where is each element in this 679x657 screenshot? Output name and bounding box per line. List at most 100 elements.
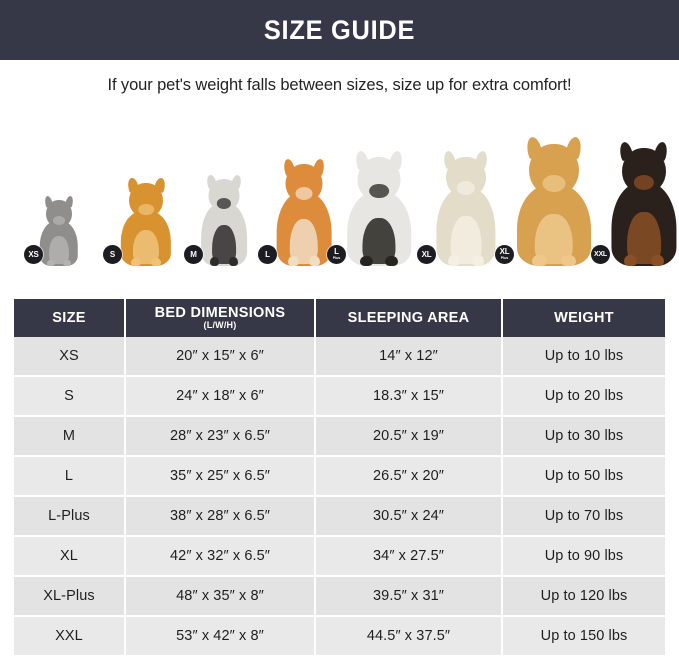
pomeranian-silhouette <box>112 176 180 266</box>
size-cell: M <box>14 416 126 457</box>
column-header-bed-dimensions-sub: (L/W/H) <box>203 320 237 331</box>
sleeping-area-cell: 26.5″ x 20″ <box>315 456 503 497</box>
animal-ear <box>524 135 544 160</box>
table-row: XXL 53″ x 42″ x 8″ 44.5″ x 37.5″ Up to 150 … <box>14 616 665 657</box>
animal-chest <box>49 236 69 264</box>
bed-dimensions-cell: 28″ x 23″ x 6.5″ <box>125 416 316 457</box>
animal-ear <box>653 140 670 162</box>
animal-ear <box>618 140 635 162</box>
table-row: L-Plus 38″ x 28″ x 6.5″ 30.5″ x 24″ Up to 7… <box>14 496 665 537</box>
size-cell: L <box>14 456 126 497</box>
size-badge-label: XL <box>499 247 510 257</box>
animal-paw <box>471 255 484 266</box>
animal-ear <box>205 174 218 189</box>
animal-paw <box>287 256 299 266</box>
size-badge-s: S <box>103 245 122 264</box>
animal-ear <box>230 174 242 189</box>
weight-cell: Up to 90 lbs <box>502 536 665 577</box>
animal-chest <box>132 229 160 264</box>
table-row: XL-Plus 48″ x 35″ x 8″ 39.5″ x 31″ Up to 12… <box>14 576 665 617</box>
golden-retriever-silhouette <box>504 135 604 266</box>
size-badge-label: S <box>109 249 116 259</box>
size-badge-l-plus: L Plus <box>327 245 346 264</box>
column-header-size: SIZE <box>14 299 126 337</box>
pet-border-collie-silhouette: L Plus <box>327 150 422 266</box>
column-header-bed-dimensions: BED DIMENSIONS (L/W/H) <box>125 299 316 337</box>
pet-french-bulldog-silhouette: M <box>184 171 255 266</box>
column-header-weight: WEIGHT <box>502 299 665 337</box>
table-body: XS 20″ x 15″ x 6″ 14″ x 12″ Up to 10 lbs S 24… <box>14 337 665 657</box>
page-title: SIZE GUIDE <box>263 14 416 45</box>
animal-ear <box>442 150 458 169</box>
sleeping-area-cell: 18.3″ x 15″ <box>315 376 503 417</box>
size-badge-xs: XS <box>24 245 43 264</box>
table-header: SIZE BED DIMENSIONS (L/W/H) SLEEPING ARE… <box>14 299 665 337</box>
sleeping-area-cell: 44.5″ x 37.5″ <box>315 616 503 657</box>
column-header-bed-dimensions-label: BED DIMENSIONS <box>154 304 286 321</box>
french-bulldog-silhouette <box>193 171 255 266</box>
animal-ear <box>474 150 490 169</box>
column-header-sleeping-area: SLEEPING AREA <box>315 299 503 337</box>
animal-paw <box>210 257 220 266</box>
shiba-inu-silhouette <box>267 156 341 266</box>
size-badge-sublabel: Plus <box>500 255 509 260</box>
animal-paw <box>309 256 321 266</box>
animal-ear <box>354 150 370 171</box>
animal-ear <box>388 150 404 171</box>
weight-cell: Up to 70 lbs <box>502 496 665 537</box>
size-badge-label: L <box>334 247 339 257</box>
animal-muzzle <box>138 203 154 216</box>
pet-pomeranian-silhouette: S <box>103 176 180 266</box>
animal-ear <box>153 176 166 193</box>
weight-cell: Up to 120 lbs <box>502 576 665 617</box>
animal-paw <box>47 259 56 266</box>
animal-paw <box>228 257 238 266</box>
sleeping-area-cell: 14″ x 12″ <box>315 337 503 377</box>
animal-paw <box>359 255 373 266</box>
animal-muzzle <box>295 187 313 200</box>
bed-dimensions-cell: 48″ x 35″ x 8″ <box>125 576 316 617</box>
animal-paw <box>151 258 162 266</box>
pet-labrador-silhouette: XL <box>417 148 506 266</box>
labrador-silhouette <box>426 148 506 266</box>
animal-chest <box>212 225 236 264</box>
size-badge-xl: XL <box>417 245 436 264</box>
weight-cell: Up to 150 lbs <box>502 616 665 657</box>
weight-cell: Up to 30 lbs <box>502 416 665 457</box>
pet-size-illustration-row: XS S M L L Plus XL XL Plus XXL <box>14 135 677 266</box>
bed-dimensions-cell: 53″ x 42″ x 8″ <box>125 616 316 657</box>
animal-paw <box>650 254 664 266</box>
column-header-size-label: SIZE <box>52 309 86 326</box>
bed-dimensions-cell: 35″ x 25″ x 6.5″ <box>125 456 316 497</box>
pet-shiba-inu-silhouette: L <box>258 156 341 266</box>
pet-doberman-silhouette: XXL <box>591 140 679 266</box>
size-cell: S <box>14 376 126 417</box>
animal-muzzle <box>53 216 65 225</box>
column-header-sleeping-area-label: SLEEPING AREA <box>347 309 470 326</box>
column-header-weight-label: WEIGHT <box>554 309 614 326</box>
animal-ear <box>43 195 54 208</box>
animal-ear <box>282 158 296 176</box>
size-badge-l: L <box>258 245 277 264</box>
size-badge-sublabel: Plus <box>332 255 341 260</box>
table-header-row: SIZE BED DIMENSIONS (L/W/H) SLEEPING ARE… <box>14 299 665 337</box>
animal-ear <box>312 158 326 176</box>
size-cell: XS <box>14 337 126 377</box>
animal-muzzle <box>456 181 476 196</box>
size-badge-label: L <box>265 249 270 259</box>
table-row: S 24″ x 18″ x 6″ 18.3″ x 15″ Up to 20 lbs <box>14 376 665 417</box>
animal-paw <box>62 259 71 266</box>
weight-cell: Up to 50 lbs <box>502 456 665 497</box>
sleeping-area-cell: 39.5″ x 31″ <box>315 576 503 617</box>
size-cell: XL-Plus <box>14 576 126 617</box>
cat-silhouette <box>33 195 85 266</box>
sleeping-area-cell: 20.5″ x 19″ <box>315 416 503 457</box>
weight-cell: Up to 10 lbs <box>502 337 665 377</box>
size-cell: L-Plus <box>14 496 126 537</box>
animal-muzzle <box>369 183 389 199</box>
pet-golden-retriever-silhouette: XL Plus <box>495 135 604 266</box>
animal-muzzle <box>216 198 232 209</box>
size-badge-label: XL <box>421 249 432 259</box>
sleeping-area-cell: 30.5″ x 24″ <box>315 496 503 537</box>
size-badge-label: XXL <box>593 251 607 258</box>
